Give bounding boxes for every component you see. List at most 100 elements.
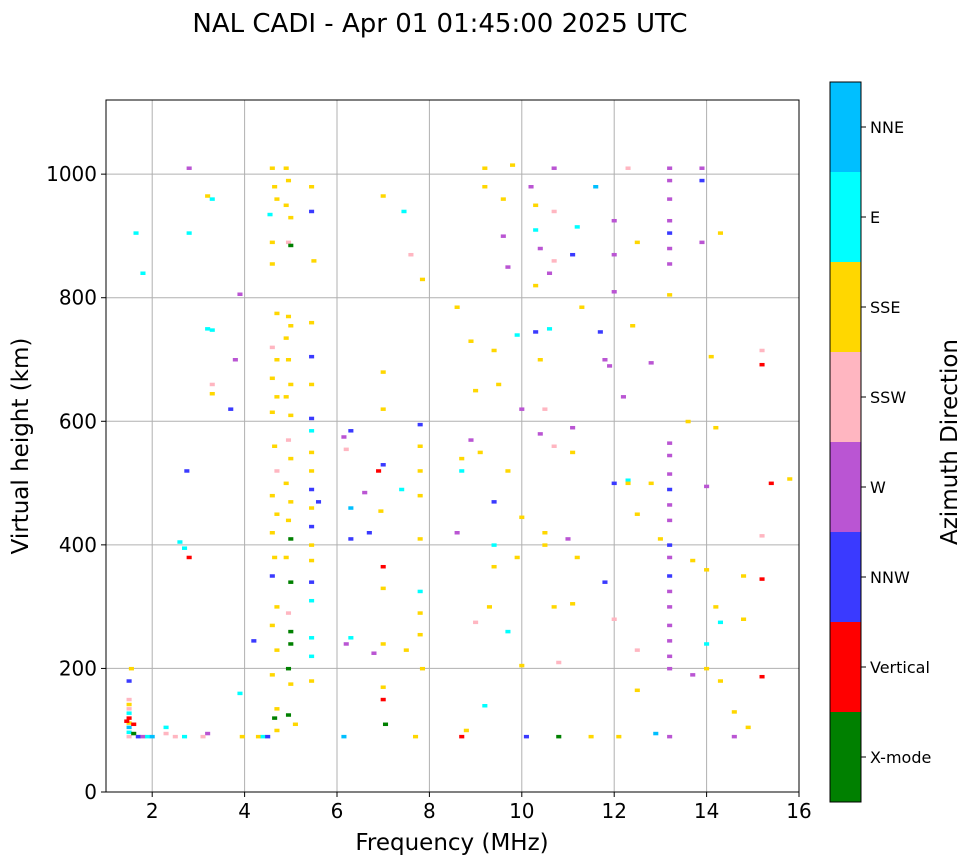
data-point-nnw <box>667 487 673 492</box>
data-point-sse <box>309 469 315 473</box>
y-tick-label: 1000 <box>46 162 97 186</box>
data-point-sse <box>542 543 548 547</box>
data-point-e <box>401 209 407 214</box>
data-point-sse <box>505 469 511 473</box>
data-point-ssw <box>269 345 275 350</box>
data-point-w <box>667 262 673 266</box>
data-point-vertical <box>376 469 382 473</box>
data-point-sse <box>126 702 132 707</box>
data-point-sse <box>454 305 460 309</box>
data-point-sse <box>380 407 386 411</box>
data-point-sse <box>269 493 275 498</box>
data-point-sse <box>533 283 539 288</box>
colorbar-segment <box>830 82 861 172</box>
data-point-e <box>309 636 315 640</box>
data-point-ssw <box>163 731 169 736</box>
data-point-sse <box>419 666 426 671</box>
data-point-nne <box>126 725 132 730</box>
data-point-w <box>371 651 377 655</box>
data-point-e <box>126 730 132 735</box>
data-point-ssw <box>759 348 765 353</box>
x-tick-label: 16 <box>786 799 811 823</box>
data-point-sse <box>274 197 280 201</box>
data-point-w <box>667 734 673 739</box>
y-tick-label: 600 <box>59 409 97 433</box>
data-point-sse <box>309 558 315 563</box>
x-tick-label: 8 <box>423 799 436 823</box>
data-point-sse <box>309 320 315 325</box>
data-point-w <box>611 252 617 257</box>
data-point-sse <box>731 710 737 714</box>
data-point-w <box>519 407 525 411</box>
data-point-sse <box>274 707 280 711</box>
data-point-w <box>205 731 211 736</box>
data-point-sse <box>283 481 289 486</box>
data-point-nnw <box>667 574 673 578</box>
data-point-w <box>667 441 673 445</box>
data-point-w <box>140 734 146 739</box>
data-point-sse <box>570 450 576 455</box>
data-point-sse <box>403 648 409 652</box>
data-point-sse <box>468 339 474 343</box>
data-point-sse <box>274 605 280 609</box>
data-point-w <box>570 425 576 430</box>
data-point-nnw <box>309 580 315 584</box>
data-point-e <box>399 487 405 492</box>
data-point-e <box>309 598 315 603</box>
data-point-sse <box>283 395 289 399</box>
data-point-w <box>343 642 349 646</box>
data-point-ssw <box>408 252 414 257</box>
data-point-w <box>667 605 673 609</box>
data-point-nnw <box>366 531 372 535</box>
data-point-e <box>417 589 423 594</box>
colorbar-segment <box>830 442 861 532</box>
data-point-sse <box>380 586 386 591</box>
data-point-e <box>505 629 511 634</box>
data-point-sse <box>519 515 525 520</box>
data-point-sse <box>309 679 315 683</box>
data-point-nnw <box>597 330 603 334</box>
data-point-sse <box>417 611 423 615</box>
data-point-ssw <box>625 166 631 170</box>
data-point-sse <box>205 194 211 198</box>
data-point-sse <box>491 348 497 353</box>
data-point-nnw <box>309 524 315 529</box>
data-point-nnw <box>602 580 608 584</box>
data-point-nnw <box>251 639 257 643</box>
data-point-x-mode <box>288 537 294 541</box>
data-point-nnw <box>126 679 132 683</box>
data-point-sse <box>787 477 793 481</box>
data-point-x-mode <box>288 642 294 646</box>
x-tick-label: 10 <box>509 799 534 823</box>
data-point-sse <box>380 370 386 374</box>
data-point-w <box>620 395 626 399</box>
data-point-sse <box>514 555 520 560</box>
data-point-w <box>648 361 654 365</box>
data-point-sse <box>482 166 488 170</box>
data-point-x-mode <box>285 666 292 671</box>
data-point-ssw <box>556 660 562 665</box>
data-point-nne <box>653 731 659 736</box>
data-point-nnw <box>667 543 673 547</box>
data-point-sse <box>745 725 751 730</box>
data-point-sse <box>537 358 543 362</box>
data-point-vertical <box>768 481 774 486</box>
colorbar-label: Azimuth Direction <box>937 339 963 545</box>
data-point-w <box>667 472 673 476</box>
data-point-vertical <box>126 716 132 720</box>
data-point-sse <box>588 734 594 739</box>
data-point-sse <box>579 305 585 309</box>
data-point-sse <box>648 481 654 486</box>
data-point-e <box>181 546 188 550</box>
data-point-w <box>667 246 673 251</box>
data-point-sse <box>417 469 423 473</box>
data-point-sse <box>288 324 294 328</box>
data-point-sse <box>285 518 292 523</box>
data-point-w <box>537 246 543 251</box>
data-point-x-mode <box>272 716 278 720</box>
data-point-w <box>699 240 705 245</box>
chart-title: NAL CADI - Apr 01 01:45:00 2025 UTC <box>192 9 687 39</box>
data-point-ssw <box>551 444 557 448</box>
data-point-sse <box>209 391 215 396</box>
data-point-sse <box>459 456 465 461</box>
